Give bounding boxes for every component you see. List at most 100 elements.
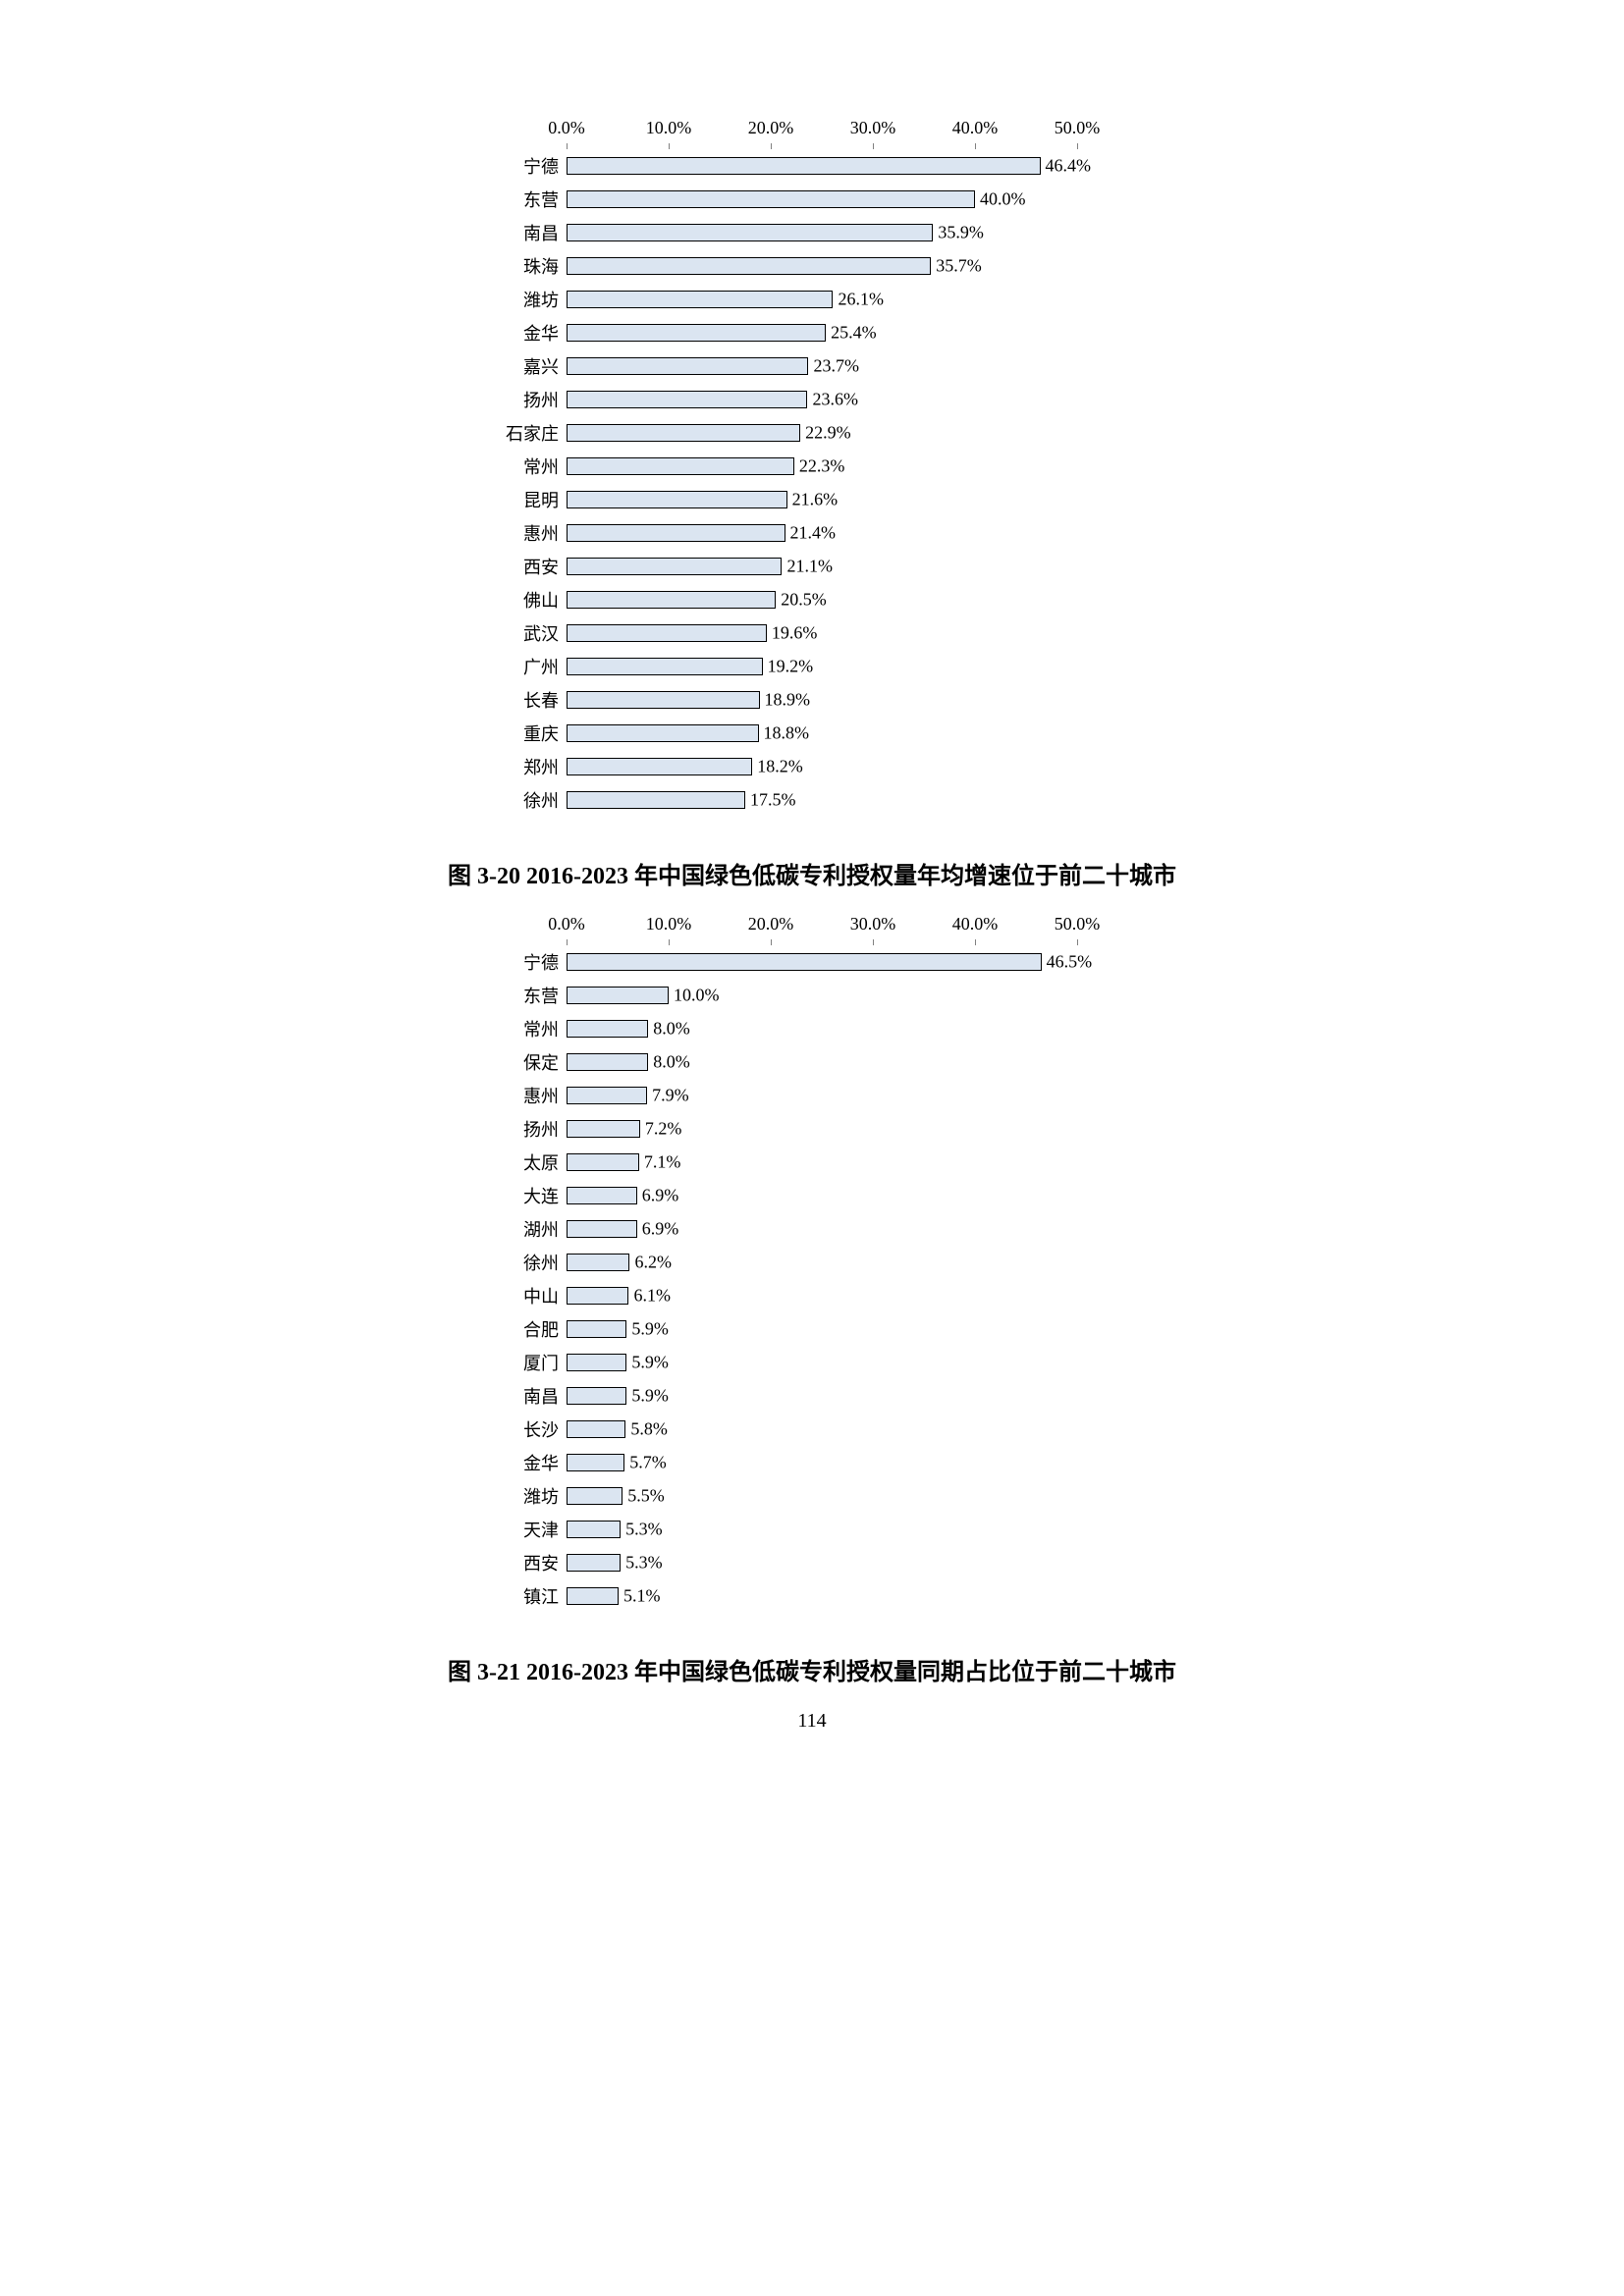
chart-2-row: 扬州7.2% [468, 1112, 1156, 1146]
chart-2-axis: 0.0%10.0%20.0%30.0%40.0%50.0% [567, 914, 1077, 939]
chart-1: 0.0%10.0%20.0%30.0%40.0%50.0% 宁德46.4%东营4… [468, 118, 1156, 817]
chart-1-category-label: 长春 [468, 687, 567, 713]
chart-2-row: 南昌5.9% [468, 1379, 1156, 1413]
chart-1-category-label: 石家庄 [468, 420, 567, 446]
chart-1-category-label: 郑州 [468, 754, 567, 779]
chart-2-bar-track: 5.8% [567, 1413, 1077, 1446]
chart-2-category-label: 大连 [468, 1183, 567, 1208]
chart-2-value-label: 46.5% [1047, 952, 1093, 973]
chart-2-value-label: 5.7% [629, 1453, 667, 1473]
chart-1-bar: 21.6% [567, 491, 787, 508]
chart-2-value-label: 8.0% [653, 1052, 690, 1073]
chart-2-row: 天津5.3% [468, 1513, 1156, 1546]
chart-2-bar: 5.7% [567, 1454, 624, 1471]
chart-1-bar-track: 22.9% [567, 416, 1077, 450]
chart-2-axis-tick-label: 0.0% [548, 914, 585, 934]
chart-2-bar: 7.2% [567, 1120, 640, 1138]
chart-1-category-label: 南昌 [468, 220, 567, 245]
chart-2-value-label: 6.9% [642, 1186, 679, 1206]
chart-2-value-label: 8.0% [653, 1019, 690, 1040]
chart-2-row: 大连6.9% [468, 1179, 1156, 1212]
chart-1-category-label: 武汉 [468, 620, 567, 646]
chart-2-bar: 6.2% [567, 1254, 629, 1271]
chart-1-category-label: 珠海 [468, 253, 567, 279]
chart-1-axis-tick-label: 0.0% [548, 118, 585, 138]
chart-2-row: 中山6.1% [468, 1279, 1156, 1312]
chart-1-bar-track: 22.3% [567, 450, 1077, 483]
chart-2-value-label: 5.1% [623, 1586, 661, 1607]
chart-2-category-label: 徐州 [468, 1250, 567, 1275]
chart-1-value-label: 18.8% [764, 723, 810, 744]
chart-1-category-label: 潍坊 [468, 287, 567, 312]
chart-2-bar: 5.3% [567, 1554, 621, 1572]
chart-2-category-label: 金华 [468, 1450, 567, 1475]
chart-2-bar-track: 6.1% [567, 1279, 1077, 1312]
chart-2-value-label: 6.9% [642, 1219, 679, 1240]
chart-2-bar: 6.9% [567, 1187, 637, 1204]
chart-1-bar-track: 26.1% [567, 283, 1077, 316]
chart-1-bar: 19.2% [567, 658, 763, 675]
chart-1-bar-track: 18.9% [567, 683, 1077, 717]
chart-1-bar-track: 20.5% [567, 583, 1077, 616]
chart-2-bar-track: 5.9% [567, 1312, 1077, 1346]
chart-2-value-label: 5.3% [625, 1553, 663, 1574]
chart-1-category-label: 扬州 [468, 387, 567, 412]
chart-1-bar: 19.6% [567, 624, 767, 642]
chart-2-bar: 5.3% [567, 1521, 621, 1538]
chart-1-bar: 20.5% [567, 591, 776, 609]
chart-1-bar: 23.7% [567, 357, 808, 375]
page-number: 114 [0, 1710, 1624, 1733]
chart-1-category-label: 广州 [468, 654, 567, 679]
chart-2-bar-track: 5.5% [567, 1479, 1077, 1513]
chart-2-bar: 7.9% [567, 1087, 647, 1104]
chart-1-bar: 35.9% [567, 224, 933, 241]
chart-2-value-label: 5.9% [631, 1353, 669, 1373]
chart-1-bar: 46.4% [567, 157, 1041, 175]
chart-2-bar: 5.9% [567, 1320, 626, 1338]
chart-1-row: 广州19.2% [468, 650, 1156, 683]
chart-1-bar-track: 46.4% [567, 149, 1077, 183]
chart-2-value-label: 7.1% [644, 1152, 681, 1173]
chart-1-axis-tick-label: 40.0% [952, 118, 999, 138]
chart-2-value-label: 5.9% [631, 1319, 669, 1340]
chart-2-bar: 6.1% [567, 1287, 628, 1305]
chart-2-category-label: 合肥 [468, 1316, 567, 1342]
chart-2-category-label: 镇江 [468, 1583, 567, 1609]
chart-1-row: 潍坊 26.1% [468, 283, 1156, 316]
chart-1-bar-track: 21.4% [567, 516, 1077, 550]
chart-2-bar: 5.8% [567, 1420, 625, 1438]
chart-1-row: 石家庄22.9% [468, 416, 1156, 450]
chart-1-bar-track: 40.0% [567, 183, 1077, 216]
chart-2-row: 太原7.1% [468, 1146, 1156, 1179]
chart-1-value-label: 46.4% [1046, 156, 1092, 177]
chart-2-bar-track: 5.3% [567, 1513, 1077, 1546]
chart-1-value-label: 35.9% [938, 223, 984, 243]
chart-2-row: 常州8.0% [468, 1012, 1156, 1045]
chart-1-bars: 宁德46.4%东营40.0%南昌35.9%珠海35.7%潍坊26.1%金华25.… [468, 149, 1156, 817]
chart-1-bar: 21.1% [567, 558, 782, 575]
chart-2-bars: 宁德46.5%东营10.0%常州8.0%保定8.0%惠州7.9%扬州7.2%太原… [468, 945, 1156, 1613]
chart-2-category-label: 天津 [468, 1517, 567, 1542]
chart-2-row: 厦门5.9% [468, 1346, 1156, 1379]
chart-2-category-label: 扬州 [468, 1116, 567, 1142]
chart-1-value-label: 19.2% [768, 657, 814, 677]
chart-1-bar-track: 21.1% [567, 550, 1077, 583]
chart-1-bar: 18.8% [567, 724, 759, 742]
chart-2-value-label: 10.0% [674, 986, 720, 1006]
chart-2-value-label: 6.1% [633, 1286, 671, 1307]
chart-2-row: 合肥5.9% [468, 1312, 1156, 1346]
chart-1-bar: 23.6% [567, 391, 807, 408]
chart-1-value-label: 26.1% [838, 290, 884, 310]
chart-1-bar-track: 23.6% [567, 383, 1077, 416]
chart-1-row: 宁德46.4% [468, 149, 1156, 183]
chart-1-value-label: 19.6% [772, 623, 818, 644]
chart-1-bar-track: 35.7% [567, 249, 1077, 283]
chart-1-category-label: 重庆 [468, 721, 567, 746]
chart-1-row: 嘉兴23.7% [468, 349, 1156, 383]
chart-1-value-label: 23.6% [812, 390, 858, 410]
chart-2-bar-track: 5.9% [567, 1346, 1077, 1379]
chart-2-bar-track: 5.1% [567, 1579, 1077, 1613]
chart-1-axis: 0.0%10.0%20.0%30.0%40.0%50.0% [567, 118, 1077, 143]
chart-1-bar: 21.4% [567, 524, 785, 542]
chart-1-axis-tick-label: 20.0% [748, 118, 794, 138]
